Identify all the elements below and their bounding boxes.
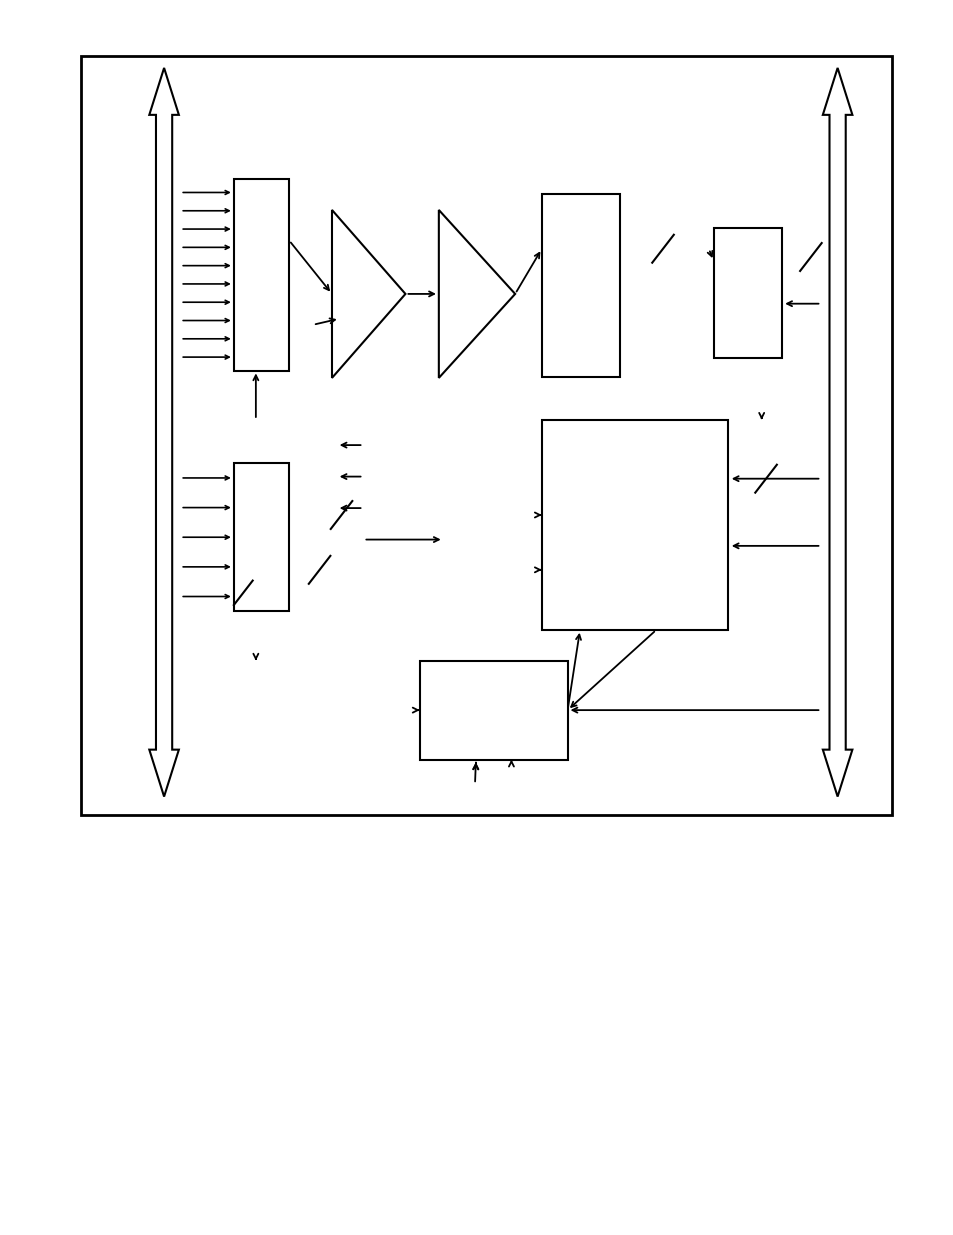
Bar [541, 420, 727, 630]
Polygon shape [438, 210, 515, 378]
Polygon shape [821, 68, 852, 797]
Bar [233, 179, 289, 370]
Polygon shape [149, 68, 178, 797]
Polygon shape [332, 210, 405, 378]
Bar [419, 661, 567, 760]
Bar [81, 56, 891, 815]
Bar [233, 463, 289, 611]
Bar [713, 228, 781, 358]
Bar [541, 194, 619, 377]
